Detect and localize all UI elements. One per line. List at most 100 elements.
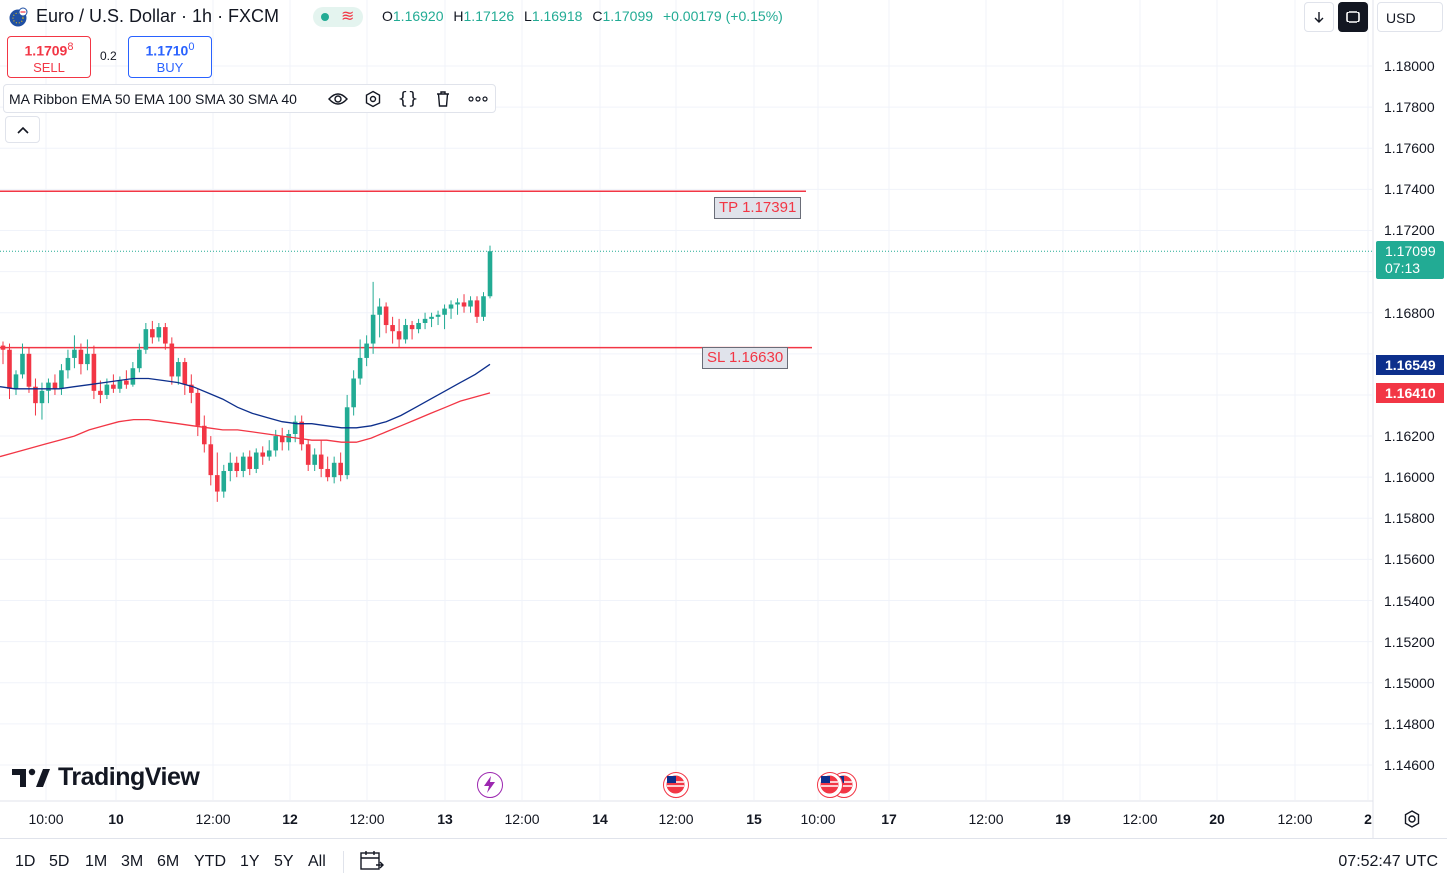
gear-icon [1404,810,1420,828]
candle-body [72,349,77,358]
us-event-icon-3[interactable] [817,772,843,798]
candle-body [65,357,71,371]
sell-price: 1.17098 [24,41,74,59]
candle-body [292,421,298,435]
range-button-1y[interactable]: 1Y [240,853,260,870]
utc-clock[interactable]: 07:52:47 UTC [1338,853,1438,870]
candle-body [370,314,376,344]
candle-body [33,386,38,404]
range-button-6m[interactable]: 6M [157,853,180,870]
logo-text: TradingView [58,763,200,791]
price-tick: 1.17200 [1384,222,1435,239]
candle-body [468,300,473,307]
trash-icon[interactable] [433,89,453,109]
time-tick: 12:00 [504,811,540,827]
euro-flag-icon [9,7,28,27]
price-tick: 1.16200 [1384,428,1435,445]
ma-blue-price-label: 1.16549 [1376,355,1444,375]
time-tick: 12:00 [1277,811,1313,827]
candle-body [247,456,253,469]
date-range-button[interactable] [358,849,384,878]
fullscreen-button[interactable] [1338,2,1368,32]
candle-body [208,444,214,476]
range-button-1d[interactable]: 1D [15,853,36,870]
range-button-5d[interactable]: 5D [49,853,70,870]
candle-body [312,454,317,465]
candle-body [227,462,233,472]
tradingview-logo[interactable]: TradingView [12,763,200,792]
more-icon[interactable] [468,89,488,109]
candle-body [325,468,330,478]
market-open-dot [321,13,329,21]
candle-body [150,329,155,338]
currency-select[interactable]: USD [1377,2,1443,32]
source-code-icon[interactable]: {} [397,89,419,109]
candle-body [344,407,350,476]
time-tick: 19 [1055,811,1071,827]
candle-body [279,436,285,443]
bottom-toolbar: 1D 5D 1M 3M 6M YTD 1Y 5Y All 07:52:47 UTC [0,838,1447,880]
chart-settings-button[interactable] [1401,808,1423,830]
sell-label: SELL [33,59,65,75]
time-tick: 12 [282,811,298,827]
candle-body [234,462,240,472]
candle-body [299,421,304,445]
candle-body [331,462,337,478]
price-tick: 1.15000 [1384,674,1435,691]
symbol-title[interactable]: Euro / U.S. Dollar · 1h · FXCM [36,6,280,26]
sell-button[interactable]: 1.17098 SELL [7,36,91,78]
collapse-legend-button[interactable] [5,116,40,143]
us-event-icon[interactable] [663,772,689,798]
stop-loss-label[interactable]: SL 1.16630 [702,347,789,369]
price-tick: 1.15200 [1384,633,1435,650]
market-status[interactable]: ≋ [313,7,363,27]
candle-body [46,382,51,391]
time-tick: 10:00 [800,811,836,827]
candle-body [111,384,116,389]
candle-body [253,452,259,469]
candle-body [201,425,207,445]
take-profit-label[interactable]: TP 1.17391 [714,197,802,219]
candle-body [59,370,64,389]
current-price-label: 1.17099 07:13 [1376,241,1444,279]
indicator-name[interactable]: MA Ribbon EMA 50 EMA 100 SMA 30 SMA 40 [9,91,297,107]
range-button-all[interactable]: All [308,853,326,870]
settings-icon[interactable] [363,89,383,109]
candle-body [104,384,110,395]
high-label: H [453,8,464,24]
time-tick: 2 [1364,811,1372,827]
candle-body [422,318,428,323]
candle-body [416,322,421,330]
indicator-legend[interactable]: MA Ribbon EMA 50 EMA 100 SMA 30 SMA 40 {… [3,84,496,113]
candle-body [474,300,480,317]
tradingview-logo-icon [12,768,50,787]
bar-countdown: 07:13 [1385,260,1421,276]
time-tick: 10 [108,811,124,827]
eye-icon[interactable] [328,89,348,109]
candle-body [85,353,90,365]
candle-body [364,343,369,358]
candle-body [13,374,19,389]
lightning-event-icon[interactable] [477,772,503,798]
candle-body [273,436,279,451]
time-tick: 17 [881,811,897,827]
candle-body [7,349,12,389]
range-button-5y[interactable]: 5Y [274,853,294,870]
candle-body [143,329,149,350]
time-tick: 12:00 [968,811,1004,827]
price-tick: 1.17800 [1384,99,1435,116]
time-tick: 15 [746,811,762,827]
fullscreen-icon [1344,10,1362,24]
buy-button[interactable]: 1.17100 BUY [128,36,212,78]
candle-body [91,353,97,391]
time-tick: 20 [1209,811,1225,827]
range-button-3m[interactable]: 3M [121,853,144,870]
scroll-down-button[interactable] [1304,2,1334,32]
toolbar-divider [343,851,344,873]
range-button-ytd[interactable]: YTD [194,853,226,870]
range-button-1m[interactable]: 1M [85,853,108,870]
open-label: O [382,8,393,24]
ohlc-legend: O1.16920 H1.17126 L1.16918 C1.17099 +0.0… [382,8,789,24]
candle-body [221,471,227,492]
